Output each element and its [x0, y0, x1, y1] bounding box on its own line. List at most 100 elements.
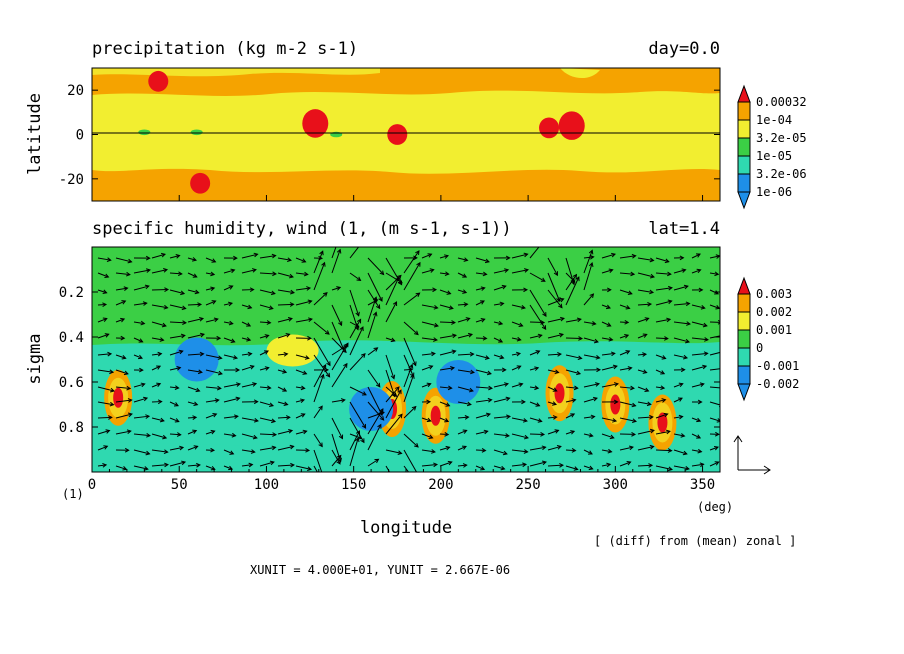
wind-vector-head	[433, 462, 439, 468]
wind-vector	[367, 312, 377, 339]
wind-vector	[547, 333, 564, 339]
wind-vector	[691, 304, 705, 309]
wind-vector	[133, 285, 149, 291]
wind-vector	[403, 292, 420, 306]
wind-vector-head	[268, 305, 274, 310]
wind-vector	[97, 445, 108, 451]
wind-vector	[115, 386, 131, 390]
wind-vector	[205, 257, 216, 263]
wind-vector	[331, 247, 337, 259]
wind-vector-head	[488, 385, 493, 391]
wind-vector	[133, 321, 145, 325]
wind-vector	[457, 401, 471, 406]
wind-vector	[295, 369, 307, 375]
wind-vector-head	[591, 321, 597, 326]
wind-vector-head	[668, 285, 673, 291]
wind-vector-head	[721, 386, 725, 390]
wind-vector-head	[666, 317, 672, 323]
wind-vector	[457, 333, 473, 339]
wind-vector-head	[105, 429, 111, 434]
wind-vector-head	[395, 276, 400, 282]
top-colorbar-label: 1e-04	[756, 113, 792, 127]
top-feature-red	[387, 124, 408, 145]
wind-vector-head	[554, 369, 560, 375]
wind-vector	[187, 401, 198, 406]
wind-vector-head	[266, 385, 272, 391]
wind-vector-head	[505, 255, 511, 261]
wind-vector	[565, 354, 582, 359]
wind-vector-head	[432, 287, 438, 293]
wind-vector-head	[433, 337, 438, 342]
wind-vector	[619, 446, 634, 451]
wind-vector	[241, 383, 257, 388]
wind-vector	[277, 272, 294, 278]
wind-vector	[277, 257, 292, 261]
wind-vector-head	[551, 401, 557, 406]
wind-vector-head	[593, 338, 599, 344]
wind-vector-head	[160, 252, 167, 258]
bottom-colorbar-label: -0.001	[756, 359, 799, 373]
wind-vector-head	[447, 385, 453, 391]
wind-vector-head	[146, 432, 152, 438]
wind-vector-head	[696, 417, 702, 423]
wind-vector	[583, 465, 593, 470]
bottom-feature-red	[113, 387, 124, 408]
wind-vector-head	[663, 412, 669, 418]
wind-vector	[619, 417, 637, 422]
wind-vector	[457, 386, 474, 392]
wind-vector	[565, 337, 582, 340]
wind-vector-head	[143, 466, 149, 471]
wind-vector-head	[193, 401, 199, 407]
wind-vector-head	[667, 466, 673, 472]
wind-vector-head	[109, 401, 115, 407]
wind-vector	[133, 383, 145, 388]
wind-vector-head	[356, 318, 362, 324]
wind-vector-head	[285, 415, 291, 420]
wind-vector	[277, 333, 290, 339]
wind-vector-head	[570, 413, 576, 418]
wind-vector	[169, 446, 184, 451]
wind-vector	[601, 365, 618, 371]
wind-vector-head	[516, 351, 522, 357]
wind-vector-head	[590, 414, 596, 420]
wind-vector-head	[195, 387, 201, 393]
wind-vector	[673, 433, 685, 437]
wind-vector-head	[625, 350, 631, 355]
wind-vector-head	[121, 354, 127, 360]
wind-vector	[385, 386, 400, 403]
wind-vector-head	[397, 279, 403, 284]
wind-vector	[169, 255, 180, 259]
wind-vector	[349, 401, 367, 429]
wind-vector-head	[344, 342, 349, 348]
wind-vector-head	[107, 351, 113, 357]
wind-vector-head	[451, 349, 457, 355]
wind-vector	[385, 354, 395, 379]
top-feature-red	[190, 172, 211, 194]
wind-vector-head	[214, 398, 220, 403]
wind-vector	[403, 354, 414, 377]
wind-vector-head	[462, 273, 468, 278]
wind-vector-head	[521, 399, 526, 405]
wind-vector-head	[197, 302, 203, 307]
wind-vector	[259, 417, 276, 423]
wind-vector-head	[211, 300, 217, 305]
wind-vector-head	[196, 462, 201, 468]
wind-vector-head	[251, 268, 257, 273]
wind-vector-head	[625, 305, 631, 310]
bottom-feature-blue	[174, 337, 219, 382]
wind-vector-head	[157, 351, 163, 357]
wind-vector-head	[361, 391, 367, 396]
wind-vector-head	[627, 366, 633, 371]
wind-vector	[691, 337, 708, 341]
wind-vector	[439, 401, 450, 407]
wind-vector	[259, 255, 276, 259]
wind-vector-head	[210, 271, 216, 277]
bottom-x-ticks: 0 50 100 150 200 250 300 350	[88, 195, 715, 493]
wind-vector-head	[452, 333, 457, 339]
wind-vector-head	[199, 351, 205, 357]
wind-vector	[403, 465, 410, 472]
wind-vector	[655, 257, 669, 263]
wind-vector-head	[416, 261, 421, 267]
wind-vector-head	[307, 299, 313, 305]
wind-vector	[601, 417, 617, 422]
